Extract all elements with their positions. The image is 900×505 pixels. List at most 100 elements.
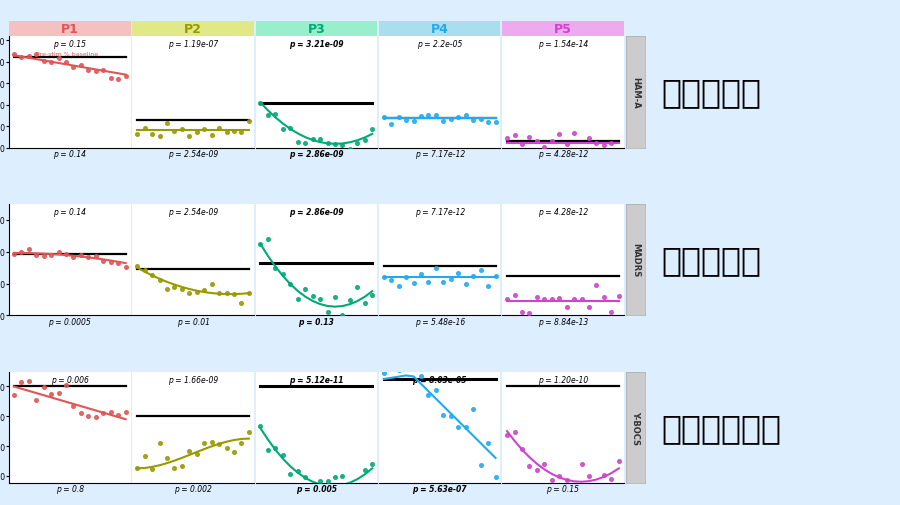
Point <box>74 409 88 417</box>
Point <box>111 260 125 268</box>
Point <box>305 136 320 144</box>
Point <box>88 414 103 422</box>
Point <box>590 492 604 500</box>
Point <box>14 54 29 62</box>
Point <box>261 112 275 120</box>
Point <box>335 312 349 320</box>
Text: p = 5.48e-16: p = 5.48e-16 <box>415 317 464 326</box>
Point <box>227 448 241 457</box>
Point <box>138 452 152 461</box>
Point <box>384 329 399 337</box>
Point <box>328 473 342 481</box>
Point <box>197 439 211 447</box>
Point <box>481 283 495 291</box>
Text: p = 2.2e-05: p = 2.2e-05 <box>417 40 463 49</box>
Point <box>357 299 372 308</box>
Point <box>508 291 522 299</box>
Point <box>130 464 144 472</box>
Point <box>574 295 589 304</box>
Point <box>96 258 111 266</box>
Point <box>44 252 58 260</box>
Point <box>29 251 43 260</box>
Text: p = 1.54e-14: p = 1.54e-14 <box>538 40 588 49</box>
Point <box>376 114 391 122</box>
Point <box>96 67 111 75</box>
Point <box>284 470 298 478</box>
Point <box>384 276 399 284</box>
Point <box>175 285 189 293</box>
Point <box>167 127 182 135</box>
Point <box>560 304 574 312</box>
Point <box>522 134 536 142</box>
Point <box>190 288 204 296</box>
Text: p = 4.28e-12: p = 4.28e-12 <box>538 208 588 217</box>
Point <box>597 142 611 150</box>
Point <box>268 264 283 272</box>
Point <box>204 132 219 140</box>
Text: p = 3.21e-09: p = 3.21e-09 <box>289 40 344 49</box>
Point <box>234 299 248 308</box>
Point <box>612 153 626 161</box>
Point <box>145 272 159 280</box>
Point <box>305 487 320 495</box>
Point <box>96 410 111 418</box>
Point <box>152 133 166 141</box>
Point <box>530 138 544 146</box>
Text: p = 1.20e-10: p = 1.20e-10 <box>538 375 588 384</box>
Point <box>581 472 596 480</box>
Point <box>275 270 290 278</box>
Point <box>51 55 66 63</box>
Text: P5: P5 <box>554 23 572 36</box>
Point <box>119 408 133 416</box>
Point <box>458 424 473 432</box>
Point <box>436 278 451 286</box>
Text: Y-BOCS: Y-BOCS <box>631 411 640 444</box>
Point <box>473 266 488 274</box>
Point <box>204 280 219 288</box>
Point <box>407 362 421 370</box>
Point <box>220 129 234 137</box>
Point <box>190 129 204 137</box>
Point <box>590 282 604 290</box>
Point <box>458 280 473 288</box>
Point <box>560 140 574 148</box>
Point <box>37 383 51 391</box>
Point <box>530 466 544 474</box>
Point <box>428 386 443 394</box>
Text: p = 0.0005: p = 0.0005 <box>49 317 91 326</box>
Point <box>182 289 196 297</box>
Point <box>119 73 133 81</box>
Point <box>574 460 589 468</box>
Point <box>489 473 503 481</box>
Point <box>508 131 522 139</box>
Point <box>567 130 581 138</box>
Text: p = 0.006: p = 0.006 <box>50 375 89 384</box>
Text: P4: P4 <box>431 23 448 36</box>
Point <box>473 116 488 124</box>
Text: p = 0.14: p = 0.14 <box>53 149 86 159</box>
Text: p = 0.8: p = 0.8 <box>56 484 84 493</box>
Point <box>291 467 305 475</box>
Point <box>44 390 58 398</box>
Point <box>138 267 152 275</box>
Point <box>81 412 95 420</box>
Point <box>58 250 73 259</box>
Point <box>428 112 443 120</box>
Point <box>414 271 428 279</box>
Text: p = 5.12e-11: p = 5.12e-11 <box>289 375 344 384</box>
Point <box>291 139 305 147</box>
Point <box>399 359 413 367</box>
Point <box>253 423 267 431</box>
Point <box>399 273 413 281</box>
Point <box>220 444 234 452</box>
Point <box>275 451 290 460</box>
Point <box>37 58 51 66</box>
Point <box>234 129 248 137</box>
Point <box>466 117 481 125</box>
Point <box>466 272 481 280</box>
Point <box>581 304 596 312</box>
Point <box>508 428 522 436</box>
Point <box>481 439 495 447</box>
Point <box>376 369 391 377</box>
Point <box>175 126 189 134</box>
